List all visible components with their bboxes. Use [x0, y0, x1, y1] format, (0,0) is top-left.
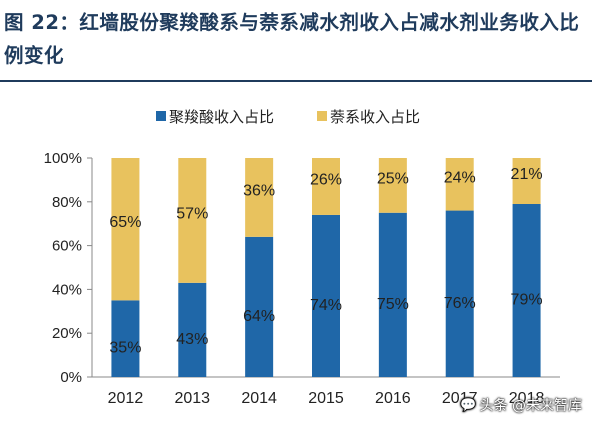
data-label: 65%: [109, 214, 141, 231]
data-label: 24%: [444, 169, 476, 186]
figure-title: 图 22：红墙股份聚羧酸系与萘系减水剂收入占减水剂业务收入比例变化: [4, 11, 580, 67]
bar-series2-2018: [512, 158, 541, 204]
bar-series1-2013: [178, 282, 207, 377]
x-tick-label: 2014: [241, 390, 277, 407]
bar-series2-2012: [111, 158, 140, 301]
data-label: 35%: [109, 340, 141, 357]
data-label: 75%: [377, 296, 409, 313]
data-label: 21%: [511, 166, 543, 183]
data-label: 26%: [310, 171, 342, 188]
bar-series2-2015: [312, 158, 340, 215]
y-tick-label: 80%: [52, 194, 82, 211]
bar-series2-2017: [445, 158, 474, 211]
x-tick-label: 2016: [375, 390, 411, 407]
data-label: 74%: [310, 297, 342, 314]
chat-bubble-icon: 💬: [460, 397, 477, 413]
x-tick-label: 2012: [108, 390, 144, 407]
watermark-text: 头条 @未来智库: [479, 398, 582, 414]
bar-series2-2014: [245, 158, 274, 237]
x-tick-label: 2015: [308, 390, 344, 407]
data-label: 43%: [176, 331, 208, 348]
bar-series1-2016: [378, 212, 407, 377]
legend-swatch-1: [156, 111, 166, 121]
x-tick-label: 2017: [442, 390, 478, 407]
bar-series1-2012: [111, 300, 140, 377]
data-label: 57%: [176, 205, 208, 222]
y-tick-label: 100%: [44, 150, 82, 167]
bar-series2-2013: [178, 158, 207, 283]
bar-series1-2015: [312, 214, 340, 377]
data-label: 64%: [243, 308, 275, 325]
data-label: 76%: [444, 295, 476, 312]
title-divider: [0, 80, 592, 82]
y-tick-label: 40%: [52, 281, 82, 298]
data-label: 79%: [511, 291, 543, 308]
y-tick-label: 20%: [52, 325, 82, 342]
x-tick-label: 2018: [509, 390, 545, 407]
y-tick-label: 60%: [52, 238, 82, 255]
data-label: 25%: [377, 170, 409, 187]
legend-label-2: 萘系收入占比: [330, 108, 420, 126]
bar-series1-2017: [445, 210, 474, 377]
x-tick-label: 2013: [174, 390, 210, 407]
legend-swatch-2: [317, 111, 327, 121]
data-label: 36%: [243, 182, 275, 199]
bar-series1-2014: [245, 236, 274, 377]
bar-series2-2016: [378, 158, 407, 213]
legend-label-1: 聚羧酸收入占比: [169, 108, 274, 126]
bar-series1-2018: [512, 203, 541, 377]
y-tick-label: 0%: [60, 369, 82, 386]
watermark: 💬 头条 @未来智库: [460, 395, 582, 415]
